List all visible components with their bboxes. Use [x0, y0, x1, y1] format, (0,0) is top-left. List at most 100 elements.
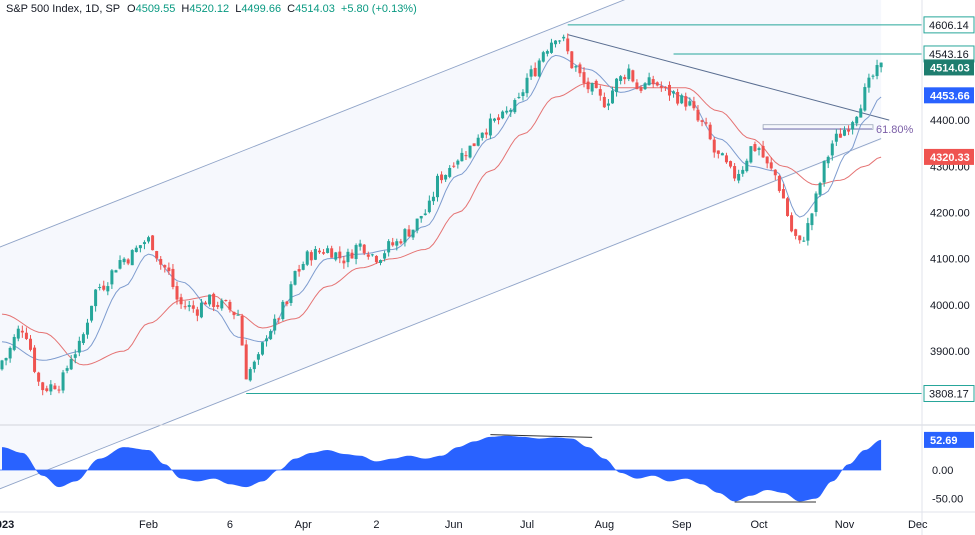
- candle-body: [615, 78, 619, 93]
- candle-body: [667, 84, 671, 96]
- candle-body: [28, 338, 32, 350]
- candle-body: [395, 241, 399, 246]
- candle-body: [859, 108, 863, 118]
- candle-body: [106, 286, 110, 292]
- open-value: 4509.55: [135, 3, 176, 15]
- moving-average-slow: [1, 82, 882, 366]
- candle-body: [216, 305, 220, 307]
- candle-body: [781, 189, 785, 199]
- candle-body: [745, 160, 749, 172]
- candle-body: [659, 85, 663, 88]
- time-tick-label: Oct: [750, 519, 767, 531]
- time-tick-label: 2: [373, 519, 379, 531]
- candle-body: [171, 268, 175, 287]
- price-badge-label-bg: [924, 148, 974, 165]
- candle-body: [379, 260, 383, 263]
- price-badge-label: 4320.33: [930, 152, 970, 164]
- candle-body: [370, 254, 374, 256]
- candle-body: [871, 75, 875, 77]
- candle-body: [472, 143, 476, 147]
- candle-body: [399, 241, 403, 244]
- candle-body: [57, 389, 61, 391]
- candle-body: [435, 175, 439, 198]
- candle-body: [814, 193, 818, 212]
- time-tick-label: 6: [227, 519, 233, 531]
- candle-body: [167, 267, 171, 272]
- candle-body: [440, 174, 444, 181]
- candle-body: [676, 92, 680, 104]
- candle-body: [374, 255, 378, 263]
- candle-body: [826, 156, 830, 164]
- candle-body: [155, 251, 159, 259]
- candle-body: [635, 82, 639, 90]
- time-tick-label: Jun: [445, 519, 463, 531]
- candle-body: [12, 336, 16, 350]
- candle-body: [118, 260, 122, 269]
- candle-body: [403, 229, 407, 243]
- candle-body: [655, 82, 659, 86]
- price-badge-label: 4514.03: [930, 62, 970, 74]
- time-axis-layer: 2023 Feb 6 Apr 2 Jun Jul Aug Sep Oct Nov Dec: [0, 511, 975, 531]
- candle-body: [537, 60, 541, 77]
- candle-body: [488, 118, 492, 136]
- candle-body: [383, 253, 387, 259]
- candle-body: [85, 322, 89, 335]
- candle-body: [680, 95, 684, 104]
- price-badge-label-bg: [924, 87, 974, 104]
- candle-body: [61, 372, 65, 391]
- channel-upper-line: [0, 0, 626, 248]
- candle-body: [651, 79, 655, 85]
- time-tick-label: Sep: [672, 519, 692, 531]
- candle-body: [761, 145, 765, 158]
- candle-body: [529, 69, 533, 77]
- candle-body: [53, 385, 57, 390]
- candle-body: [598, 89, 602, 96]
- candle-body: [220, 300, 224, 309]
- candle-body: [566, 38, 570, 52]
- candle-body: [20, 330, 24, 333]
- high-value: 4520.12: [189, 3, 230, 15]
- candle-body: [423, 213, 427, 216]
- candle-body: [297, 269, 301, 272]
- candle-body: [366, 254, 370, 257]
- moving-average-layer: [1, 54, 882, 366]
- candle-body: [350, 252, 354, 259]
- candle-body: [309, 252, 313, 261]
- candle-body: [317, 250, 321, 253]
- candle-body: [179, 297, 183, 305]
- candle-body: [582, 72, 586, 84]
- candle-body: [354, 245, 358, 260]
- candle-body: [4, 358, 8, 361]
- price-tick-label: 4200.00: [930, 208, 970, 220]
- candle-body: [452, 165, 456, 167]
- oscillator-tick-label: -50.00: [932, 494, 963, 506]
- price-tick-label: 3900.00: [930, 346, 970, 358]
- candle-body: [562, 36, 566, 39]
- candle-body: [387, 241, 391, 253]
- candle-body: [252, 361, 256, 370]
- candle-body: [838, 133, 842, 138]
- candle-body: [427, 200, 431, 213]
- candle-body: [749, 146, 753, 163]
- open-label: O: [127, 3, 136, 15]
- level-badge-bg: [923, 385, 975, 403]
- candle-body: [570, 51, 574, 69]
- candle-body: [183, 306, 187, 308]
- price-tick-label: 4400.00: [930, 115, 970, 127]
- candle-body: [468, 145, 472, 158]
- candle-body: [212, 293, 216, 307]
- candle-body: [228, 301, 232, 310]
- candle-body: [545, 51, 549, 54]
- candle-body: [45, 388, 49, 391]
- level-badge-label: 4543.16: [929, 49, 969, 61]
- candle-body: [77, 340, 81, 353]
- candle-body: [818, 183, 822, 195]
- candle-body: [73, 354, 77, 358]
- moving-average-fast: [1, 54, 882, 361]
- candle-body: [578, 64, 582, 74]
- symbol-label[interactable]: S&P 500 Index, 1D, SP: [6, 3, 120, 15]
- candle-body: [464, 155, 468, 157]
- candle-body: [696, 109, 700, 121]
- candle-body: [822, 161, 826, 183]
- candle-body: [24, 332, 28, 339]
